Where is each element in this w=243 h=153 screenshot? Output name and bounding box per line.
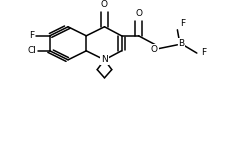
Text: N: N [101,55,108,64]
Text: O: O [151,45,158,54]
Text: Cl: Cl [27,46,36,55]
Text: F: F [180,19,185,28]
Text: O: O [135,9,142,18]
Text: F: F [29,31,34,40]
Text: B: B [179,39,185,48]
Text: F: F [201,48,206,57]
Text: O: O [101,0,108,9]
